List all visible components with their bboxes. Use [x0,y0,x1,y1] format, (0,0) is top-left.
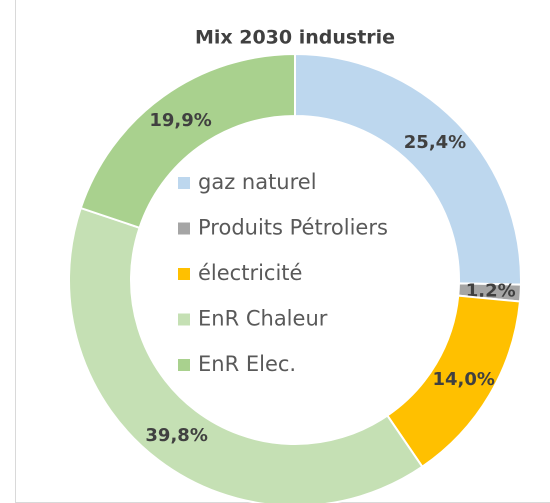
value-label: 19,9% [149,110,211,131]
value-label: 14,0% [432,369,494,390]
legend-label: électricité [198,261,302,285]
legend-label: gaz naturel [198,170,317,194]
legend-swatch [178,222,190,235]
legend-label: EnR Chaleur [198,307,328,331]
value-label: 1,2% [466,280,516,301]
donut-segment [79,52,296,230]
legend-swatch [178,359,190,371]
legend-swatch [178,268,190,280]
legend-label: Produits Pétroliers [198,216,388,240]
chart-title: Mix 2030 industrie [195,27,395,49]
legend-swatch [178,177,190,189]
value-label: 25,4% [404,132,466,153]
legend-swatch [178,313,190,326]
legend-label: EnR Elec. [198,352,296,376]
value-label: 39,8% [145,425,207,446]
donut-segment [68,206,424,503]
